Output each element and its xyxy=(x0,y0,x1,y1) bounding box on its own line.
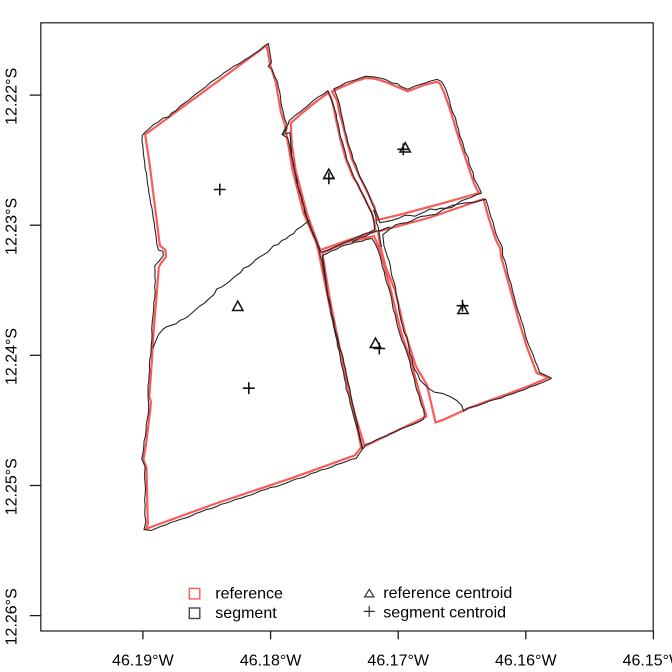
svg-text:46.15°W: 46.15°W xyxy=(623,652,672,669)
svg-text:12.26°S: 12.26°S xyxy=(4,588,21,645)
svg-text:reference: reference xyxy=(215,586,283,603)
svg-text:segment centroid: segment centroid xyxy=(383,605,506,622)
svg-text:46.18°W: 46.18°W xyxy=(240,652,302,669)
svg-text:12.25°S: 12.25°S xyxy=(4,458,21,515)
svg-text:12.23°S: 12.23°S xyxy=(4,198,21,255)
svg-text:segment: segment xyxy=(215,605,277,622)
svg-text:12.24°S: 12.24°S xyxy=(4,328,21,385)
svg-text:46.17°W: 46.17°W xyxy=(367,652,429,669)
svg-text:12.22°S: 12.22°S xyxy=(4,68,21,125)
svg-text:reference centroid: reference centroid xyxy=(383,585,512,602)
svg-text:46.16°W: 46.16°W xyxy=(495,652,557,669)
svg-text:46.19°W: 46.19°W xyxy=(112,652,174,669)
